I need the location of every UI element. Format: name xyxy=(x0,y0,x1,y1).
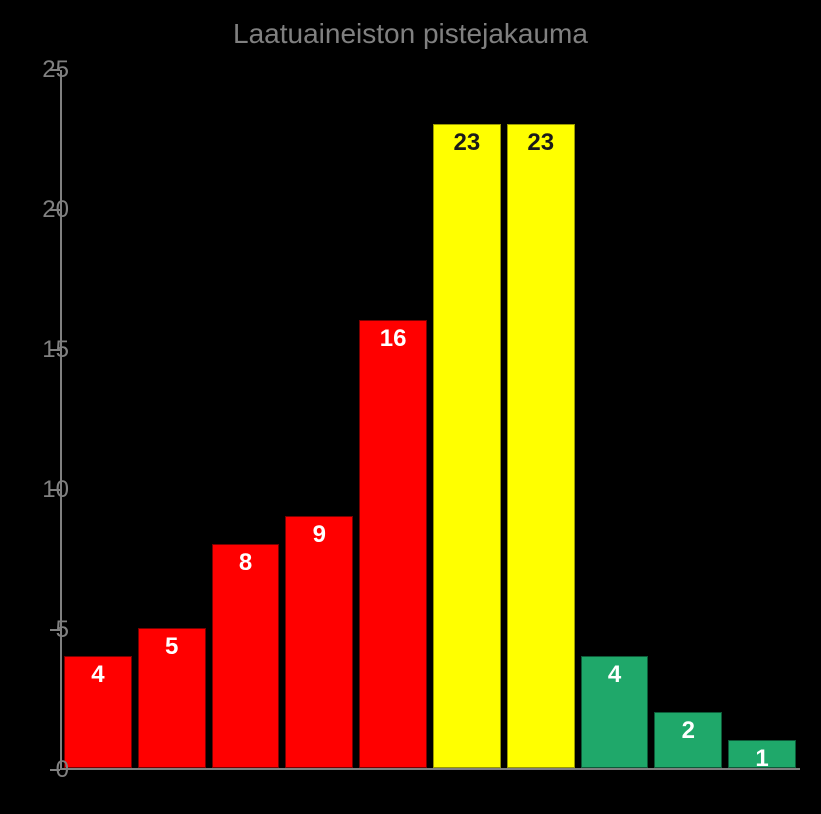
y-tick-label: 0 xyxy=(19,756,69,784)
bar: 23 xyxy=(507,124,575,768)
bar-value-label: 5 xyxy=(139,633,205,661)
bar: 9 xyxy=(285,516,353,768)
bar-value-label: 16 xyxy=(360,325,426,353)
bar: 5 xyxy=(138,628,206,768)
bar-value-label: 23 xyxy=(434,129,500,157)
chart-title: Laatuaineiston pistejakauma xyxy=(0,18,821,50)
bar-value-label: 4 xyxy=(582,661,648,689)
y-tick-label: 10 xyxy=(19,476,69,504)
bar: 23 xyxy=(433,124,501,768)
bar: 8 xyxy=(212,544,280,768)
y-tick-label: 15 xyxy=(19,336,69,364)
plot-area: 4589162323421 xyxy=(60,70,800,770)
bar: 4 xyxy=(64,656,132,768)
bar-value-label: 8 xyxy=(213,549,279,577)
bar-value-label: 2 xyxy=(655,717,721,745)
bar-value-label: 23 xyxy=(508,129,574,157)
bar-value-label: 9 xyxy=(286,521,352,549)
bar: 1 xyxy=(728,740,796,768)
bar-value-label: 1 xyxy=(729,745,795,773)
bar: 16 xyxy=(359,320,427,768)
bars-group: 4589162323421 xyxy=(60,70,800,770)
y-tick-label: 20 xyxy=(19,196,69,224)
y-tick-label: 5 xyxy=(19,616,69,644)
chart-container: Laatuaineiston pistejakauma 458916232342… xyxy=(0,0,821,814)
bar-value-label: 4 xyxy=(65,661,131,689)
y-tick-label: 25 xyxy=(19,56,69,84)
bar: 2 xyxy=(654,712,722,768)
bar: 4 xyxy=(581,656,649,768)
